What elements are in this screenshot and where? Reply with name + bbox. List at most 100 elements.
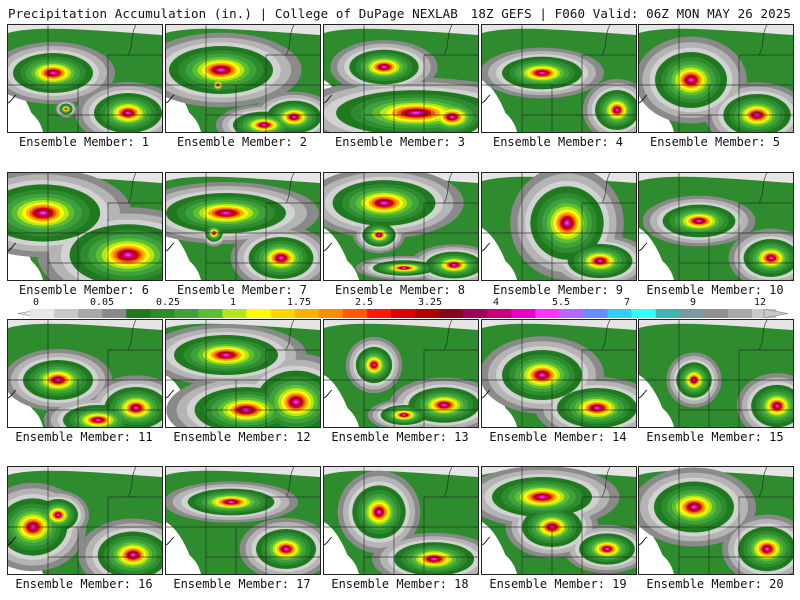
ensemble-member-label: Ensemble Member: 4 [492, 135, 624, 149]
colorbar-tick-label: 5.5 [551, 297, 571, 308]
ensemble-member-label: Ensemble Member: 14 [489, 430, 627, 444]
ensemble-map-panel [323, 172, 479, 281]
colorbar-tick-label: 4 [492, 297, 500, 308]
colorbar-legend: 0 0.05 0.25 1 1.75 2.5 3.25 4 5.5 7 9 12 [18, 297, 788, 319]
precip-map [639, 25, 793, 132]
precip-map [639, 173, 793, 280]
colorbar-swatch [655, 309, 681, 318]
ensemble-map-panel [638, 172, 794, 281]
colorbar-swatch [390, 309, 416, 318]
colorbar-swatch [631, 309, 656, 318]
colorbar-swatch [318, 309, 344, 318]
ensemble-member-label: Ensemble Member: 9 [492, 283, 624, 297]
colorbar-swatch [366, 309, 392, 318]
colorbar-swatch [559, 309, 584, 318]
colorbar-tick-label: 9 [689, 297, 697, 308]
colorbar-swatch [703, 309, 729, 318]
ensemble-member-label: Ensemble Member: 1 [18, 135, 150, 149]
ensemble-map-panel [7, 172, 163, 281]
ensemble-map-panel [165, 319, 321, 428]
precip-map [324, 25, 478, 132]
ensemble-member-label: Ensemble Member: 12 [173, 430, 311, 444]
colorbar-swatch [78, 309, 103, 318]
ensemble-map-panel [638, 466, 794, 575]
ensemble-member-label: Ensemble Member: 3 [334, 135, 466, 149]
ensemble-map-panel [165, 466, 321, 575]
ensemble-member-label: Ensemble Member: 8 [334, 283, 466, 297]
ensemble-member-label: Ensemble Member: 20 [646, 577, 784, 591]
colorbar-swatch [222, 309, 247, 318]
precip-map [482, 320, 636, 427]
colorbar-tick-label: 0.25 [155, 297, 181, 308]
precip-map [324, 320, 478, 427]
colorbar-swatch [535, 309, 560, 318]
precip-map [324, 173, 478, 280]
precip-map [639, 320, 793, 427]
ensemble-map-panel [7, 24, 163, 133]
colorbar-swatch [246, 309, 271, 318]
colorbar-swatch [30, 309, 55, 318]
precip-map [482, 467, 636, 574]
ensemble-member-label: Ensemble Member: 7 [176, 283, 308, 297]
ensemble-map-panel [7, 319, 163, 428]
colorbar-swatch [415, 309, 440, 318]
ensemble-map-panel [323, 319, 479, 428]
colorbar-tick-label: 2.5 [354, 297, 374, 308]
colorbar-swatch [54, 309, 79, 318]
colorbar-swatch [150, 309, 175, 318]
colorbar-swatch [174, 309, 199, 318]
precip-map [166, 467, 320, 574]
ensemble-map-panel [481, 172, 637, 281]
precip-map [8, 173, 162, 280]
ensemble-map-panel [638, 319, 794, 428]
precip-map [166, 173, 320, 280]
precip-map [482, 173, 636, 280]
ensemble-map-panel [323, 24, 479, 133]
colorbar-swatch [270, 309, 296, 318]
colorbar-tick-label: 7 [623, 297, 631, 308]
ensemble-member-label: Ensemble Member: 18 [331, 577, 469, 591]
ensemble-map-panel [481, 319, 637, 428]
ensemble-map-panel [323, 466, 479, 575]
ensemble-member-label: Ensemble Member: 19 [489, 577, 627, 591]
ensemble-member-label: Ensemble Member: 11 [15, 430, 153, 444]
colorbar-swatch [487, 309, 512, 318]
precip-map [324, 467, 478, 574]
ensemble-member-label: Ensemble Member: 17 [173, 577, 311, 591]
ensemble-map-panel [165, 24, 321, 133]
precip-map [166, 25, 320, 132]
ensemble-map-panel [638, 24, 794, 133]
colorbar-swatch [679, 309, 705, 318]
colorbar-tick-label: 1 [229, 297, 237, 308]
ensemble-map-panel [165, 172, 321, 281]
colorbar-swatch [583, 309, 608, 318]
ensemble-member-label: Ensemble Member: 15 [646, 430, 784, 444]
colorbar-swatch [463, 309, 488, 318]
colorbar-swatch [727, 309, 753, 318]
colorbar-tick-label: 0 [32, 297, 40, 308]
ensemble-member-label: Ensemble Member: 10 [646, 283, 784, 297]
ensemble-map-panel [481, 466, 637, 575]
ensemble-member-label: Ensemble Member: 13 [331, 430, 469, 444]
colorbar-tick-label: 3.25 [417, 297, 443, 308]
colorbar-swatch [102, 309, 127, 318]
ensemble-member-label: Ensemble Member: 6 [18, 283, 150, 297]
ensemble-map-panel [481, 24, 637, 133]
colorbar-swatch [439, 309, 464, 318]
colorbar-swatch [126, 309, 151, 318]
colorbar-bar [18, 309, 788, 318]
colorbar-swatch [294, 309, 320, 318]
precip-map [639, 467, 793, 574]
colorbar-swatch [342, 309, 368, 318]
precip-map [482, 25, 636, 132]
valid-time-label: 18Z GEFS | F060 Valid: 06Z MON MAY 26 20… [470, 6, 791, 21]
precip-map [166, 320, 320, 427]
ensemble-member-label: Ensemble Member: 5 [649, 135, 781, 149]
colorbar-swatch [511, 309, 536, 318]
colorbar-tick-label: 1.75 [286, 297, 312, 308]
colorbar-swatch [198, 309, 223, 318]
precip-map [8, 320, 162, 427]
ensemble-member-label: Ensemble Member: 16 [15, 577, 153, 591]
colorbar-swatch [607, 309, 632, 318]
colorbar-tick-label: 0.05 [89, 297, 115, 308]
